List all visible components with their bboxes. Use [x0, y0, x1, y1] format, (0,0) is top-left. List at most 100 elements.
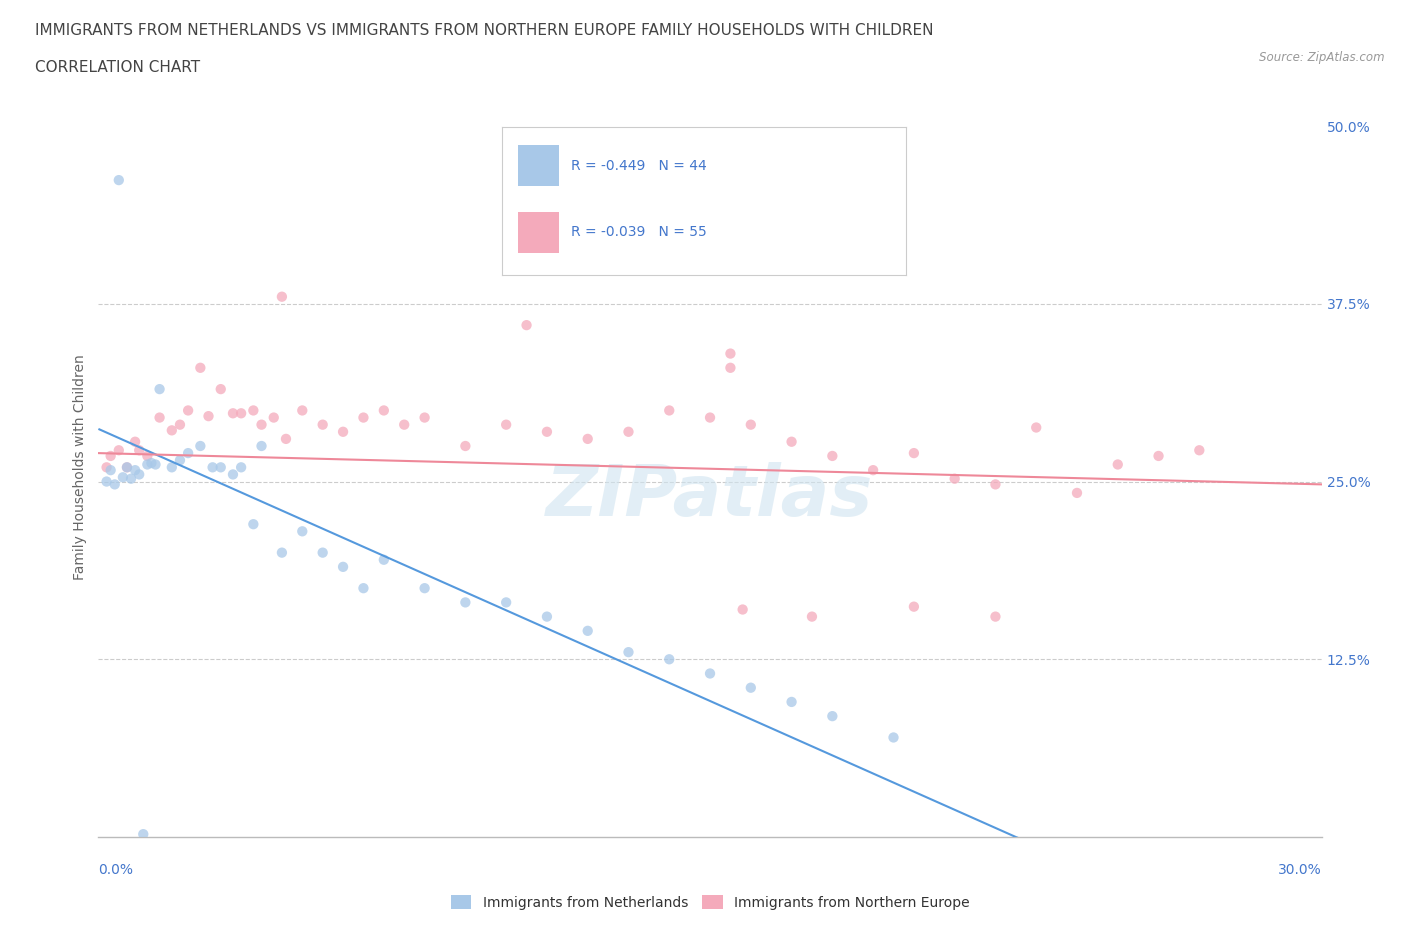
- Point: [270, 545, 294, 560]
- Point: [111, 470, 134, 485]
- Point: [821, 709, 844, 724]
- Point: [242, 517, 264, 532]
- Point: [209, 381, 232, 396]
- Point: [188, 360, 212, 375]
- Point: [903, 445, 925, 460]
- Point: [943, 472, 966, 486]
- Point: [197, 408, 219, 423]
- Point: [862, 463, 884, 478]
- Point: [883, 730, 905, 745]
- Point: [352, 580, 374, 595]
- Point: [731, 602, 754, 617]
- Point: [413, 580, 436, 595]
- Point: [699, 666, 721, 681]
- Point: [188, 439, 212, 454]
- Point: [699, 410, 721, 425]
- Point: [576, 623, 599, 638]
- Point: [454, 439, 477, 454]
- Text: Source: ZipAtlas.com: Source: ZipAtlas.com: [1260, 51, 1385, 64]
- Text: 30.0%: 30.0%: [1278, 863, 1322, 877]
- Point: [780, 434, 803, 449]
- Point: [136, 448, 159, 463]
- Point: [96, 474, 118, 489]
- Point: [312, 418, 335, 432]
- Point: [115, 460, 138, 474]
- Text: IMMIGRANTS FROM NETHERLANDS VS IMMIGRANTS FROM NORTHERN EUROPE FAMILY HOUSEHOLDS: IMMIGRANTS FROM NETHERLANDS VS IMMIGRANT…: [35, 23, 934, 38]
- Point: [160, 423, 183, 438]
- Point: [801, 246, 824, 261]
- Point: [1188, 443, 1211, 458]
- Point: [821, 448, 844, 463]
- Point: [128, 443, 150, 458]
- Point: [516, 318, 538, 333]
- Point: [903, 599, 925, 614]
- Point: [291, 524, 314, 538]
- Point: [231, 405, 253, 420]
- Point: [718, 360, 742, 375]
- Point: [291, 403, 314, 418]
- Point: [617, 644, 640, 659]
- Text: 0.0%: 0.0%: [98, 863, 134, 877]
- Point: [222, 467, 245, 482]
- Point: [124, 463, 146, 478]
- Point: [177, 403, 200, 418]
- Point: [740, 418, 762, 432]
- Point: [100, 448, 122, 463]
- Point: [149, 381, 172, 396]
- Point: [718, 346, 742, 361]
- Point: [222, 405, 245, 420]
- Point: [658, 403, 681, 418]
- Text: ZIPatlas: ZIPatlas: [547, 462, 873, 531]
- Point: [128, 467, 150, 482]
- Legend: Immigrants from Netherlands, Immigrants from Northern Europe: Immigrants from Netherlands, Immigrants …: [446, 889, 974, 915]
- Point: [124, 434, 146, 449]
- Point: [373, 552, 395, 567]
- Point: [160, 460, 183, 474]
- Point: [145, 457, 167, 472]
- Point: [274, 432, 297, 446]
- Point: [149, 410, 172, 425]
- Point: [270, 289, 294, 304]
- Point: [115, 460, 138, 474]
- Point: [231, 460, 253, 474]
- Point: [1066, 485, 1088, 500]
- Point: [780, 695, 803, 710]
- Point: [373, 403, 395, 418]
- Point: [1025, 420, 1047, 435]
- Point: [984, 477, 1007, 492]
- Point: [108, 173, 131, 188]
- Point: [740, 680, 762, 695]
- Point: [332, 424, 354, 439]
- Point: [169, 418, 191, 432]
- Point: [250, 418, 273, 432]
- Point: [617, 424, 640, 439]
- Point: [169, 453, 191, 468]
- Point: [1107, 457, 1129, 472]
- Point: [413, 410, 436, 425]
- Point: [1147, 448, 1170, 463]
- Text: CORRELATION CHART: CORRELATION CHART: [35, 60, 200, 75]
- Point: [658, 652, 681, 667]
- Point: [495, 418, 517, 432]
- Point: [332, 560, 354, 575]
- Point: [141, 456, 163, 471]
- Point: [242, 403, 264, 418]
- Point: [536, 609, 558, 624]
- Point: [108, 443, 131, 458]
- Point: [821, 246, 844, 261]
- Point: [136, 457, 159, 472]
- Point: [100, 463, 122, 478]
- Point: [984, 609, 1007, 624]
- Point: [495, 595, 517, 610]
- Point: [312, 545, 335, 560]
- Point: [132, 827, 155, 842]
- Y-axis label: Family Households with Children: Family Households with Children: [73, 354, 87, 580]
- Point: [177, 445, 200, 460]
- Point: [209, 460, 232, 474]
- Point: [352, 410, 374, 425]
- Point: [454, 595, 477, 610]
- Point: [576, 432, 599, 446]
- Point: [536, 424, 558, 439]
- Point: [658, 55, 681, 70]
- Point: [201, 460, 224, 474]
